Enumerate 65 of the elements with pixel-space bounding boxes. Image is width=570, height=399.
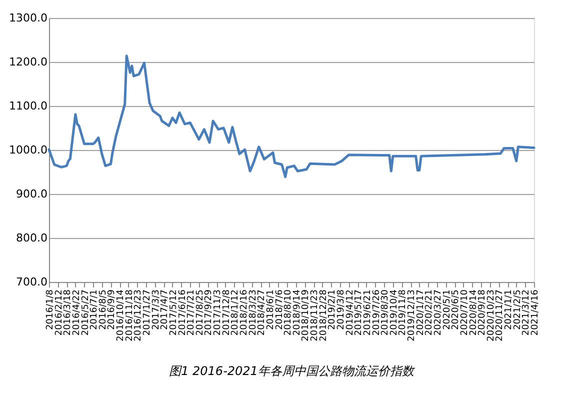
- y-tick-label: 700.0: [16, 276, 48, 288]
- x-tick-label: 2016/3/18: [63, 289, 74, 336]
- x-tick-label: 2018/12/28: [318, 289, 329, 342]
- y-tick-label: 900.0: [16, 188, 48, 200]
- x-tick-label: 2018/2/16: [240, 289, 250, 336]
- x-tick-label: 2020/11/27: [495, 290, 506, 342]
- x-tick-label: 2020/10/23: [486, 290, 496, 342]
- x-tick-label: 2019/10/4: [389, 289, 400, 336]
- x-tick-label: 2018/7/6: [274, 289, 285, 330]
- x-tick-label: 2017/8/25: [195, 290, 206, 336]
- x-tick-label: 2018/10/19: [301, 289, 312, 342]
- x-tick-label: 2021/4/16: [530, 289, 540, 336]
- x-tick-label: 2019/6/21: [362, 290, 373, 336]
- x-tick-label: 2016/7/1: [90, 290, 100, 330]
- x-tick-label: 2019/3/8: [336, 289, 346, 330]
- x-tick-label: 2017/11/3: [213, 290, 224, 336]
- x-tick-label: 2020/6/5: [451, 290, 462, 330]
- x-tick-label: 2019/12/13: [407, 290, 418, 342]
- x-tick-label: 2019/7/26: [372, 289, 382, 336]
- x-tick-label: 2016/4/22: [72, 290, 82, 336]
- x-tick-label: 2016/9/9: [107, 289, 118, 330]
- x-tick-label: 2016/11/18: [124, 289, 135, 342]
- x-tick-label: 2018/4/27: [257, 290, 268, 336]
- y-tick-label: 1100.0: [9, 100, 48, 112]
- x-tick-label: 2017/5/12: [168, 290, 179, 336]
- x-tick-label: 2016/10/14: [116, 289, 126, 342]
- x-tick-label: 2016/2/12: [54, 290, 64, 336]
- x-tick-label: 2021/1/1: [504, 290, 514, 330]
- x-tick-label: 2017/12/8: [222, 289, 232, 336]
- x-tick-label: 2019/8/30: [380, 289, 391, 336]
- x-tick-label: 2019/5/17: [354, 290, 364, 336]
- x-tick-label: 2016/8/5: [98, 290, 108, 330]
- x-tick-label: 2017/7/21: [186, 290, 197, 336]
- x-tick-label: 2018/9/14: [292, 289, 302, 336]
- x-tick-label: 2016/1/8: [46, 289, 56, 330]
- x-tick-label: 2016/12/23: [134, 290, 144, 342]
- x-tick-label: 2019/2/1: [328, 290, 338, 330]
- x-tick-label: 2017/1/27: [142, 290, 152, 336]
- y-tick-label: 1200.0: [9, 56, 48, 68]
- x-tick-label: 2016/5/27: [80, 290, 91, 336]
- x-tick-label: 2020/3/27: [434, 290, 444, 336]
- x-tick-label: 2018/3/23: [248, 290, 258, 336]
- x-tick-label: 2020/9/18: [478, 289, 488, 336]
- y-tick-label: 1000.0: [9, 144, 48, 156]
- x-tick-label: 2021/3/12: [522, 290, 532, 336]
- x-tick-label: 2017/6/16: [178, 289, 188, 336]
- text: 图1 2016-2021年各周中国公路物流运价指数: [169, 364, 416, 378]
- y-tick-label: 800.0: [16, 232, 48, 244]
- x-tick-label: 2019/4/12: [345, 290, 356, 336]
- line-series: [48, 54, 536, 178]
- x-tick-label: 2020/1/17: [416, 290, 426, 336]
- x-tick-label: 2018/6/1: [266, 290, 276, 330]
- x-tick-label: 2020/7/10: [460, 289, 470, 336]
- x-tick-label: 2017/9/29: [204, 289, 214, 336]
- x-tick-label: 2019/11/8: [398, 289, 408, 336]
- x-tick-label: 2018/8/10: [284, 289, 294, 336]
- x-tick-label: 2020/8/14: [468, 289, 479, 336]
- y-tick-label: 1300.0: [9, 12, 48, 24]
- x-tick-label: 2018/11/23: [310, 290, 320, 342]
- x-tick-label: 2020/2/21: [424, 290, 435, 336]
- x-tick-label: 2018/1/12: [230, 290, 241, 336]
- x-tick-label: 2017/4/7: [160, 290, 170, 330]
- x-tick-label: 2021/2/5: [512, 290, 523, 330]
- x-tick-label: 2020/5/1: [442, 290, 452, 330]
- x-tick-label: 2017/3/3: [151, 290, 162, 330]
